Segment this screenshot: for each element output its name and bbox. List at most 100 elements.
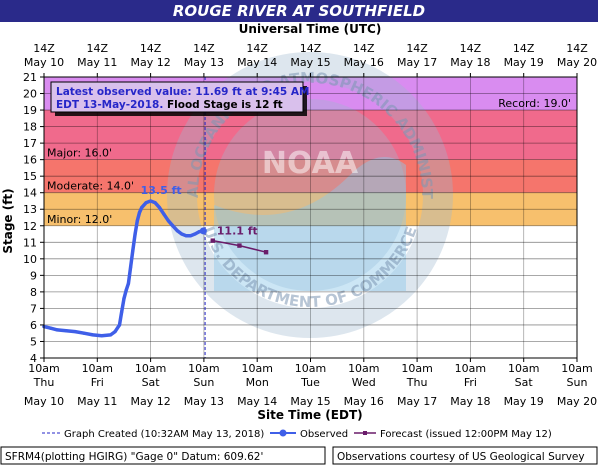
observed-point (117, 323, 122, 327)
x-tick-label-date: May 15 (290, 395, 330, 408)
forecast-point (210, 238, 215, 243)
flood-category-labels: Record: 19.0' Major: 16.0' Moderate: 14.0'… (47, 97, 571, 226)
x-tick-label-date: May 12 (130, 395, 170, 408)
legend-observed-marker (279, 429, 287, 437)
observed-point (140, 205, 144, 210)
x-top-tick-label-time: 14Z (87, 42, 109, 55)
x-tick-label-time: 10am (508, 362, 539, 375)
legend-observed-label: Observed (300, 429, 348, 440)
x-tick-label-time: 10am (455, 362, 486, 375)
observed-point (64, 329, 68, 333)
x-tick-label-day: Sat (515, 376, 534, 389)
legend-graph-created-label: Graph Created (10:32AM May 13, 2018) (64, 429, 264, 440)
x-top-tick-label-date: May 16 (344, 56, 384, 69)
forecast-point (237, 243, 242, 248)
x-tick-label-date: May 10 (24, 395, 64, 408)
x-tick-label-date: May 11 (77, 395, 117, 408)
legend: Graph Created (10:32AM May 13, 2018) Obs… (42, 429, 552, 440)
watermark-ring (167, 52, 453, 338)
flood-category-bands (44, 77, 577, 226)
x-top-tick-label-time: 14Z (33, 42, 55, 55)
observed-point (124, 288, 128, 292)
y-tick-label: 20 (23, 88, 37, 101)
x-top-tick-label-date: May 10 (24, 56, 64, 69)
x-tick-label-time: 10am (135, 362, 166, 375)
data-label: 13.5 ft (141, 184, 182, 197)
observed-point (113, 329, 117, 334)
observed-point (135, 219, 139, 223)
x-tick-label-day: Sun (193, 376, 214, 389)
x-tick-label-date: May 14 (237, 395, 277, 408)
y-tick-label: 13 (23, 203, 37, 216)
x-tick-label-day: Wed (352, 376, 376, 389)
observed-point (129, 265, 133, 269)
observed-point (122, 296, 126, 301)
x-tick-label-time: 10am (348, 362, 379, 375)
x-tick-label-time: 10am (188, 362, 219, 375)
x-tick-label-date: May 19 (504, 395, 544, 408)
observed-point (55, 328, 59, 332)
legend-forecast-label: Forecast (issued 12:00PM May 12) (380, 429, 552, 440)
svg-text:EDT 13-May-2018. Flood Stage i: EDT 13-May-2018. Flood Stage is 12 ft (56, 99, 283, 111)
axis-ticks: 45678910111213141516171819202110amThuMay… (23, 42, 597, 408)
band-label-minor: Minor: 12.0' (47, 213, 112, 226)
x-top-tick-label-time: 14Z (300, 42, 322, 55)
annotation-line2-date: EDT 13-May-2018. (56, 99, 163, 111)
watermark-disc (214, 99, 406, 291)
x-tick-label-date: May 18 (450, 395, 490, 408)
observed-point (193, 232, 197, 236)
x-top-tick-label-date: May 18 (450, 56, 490, 69)
x-tick-label-time: 10am (28, 362, 59, 375)
x-top-tick-label-time: 14Z (193, 42, 215, 55)
x-tick-label-day: Sat (142, 376, 161, 389)
x-tick-label-time: 10am (241, 362, 272, 375)
y-tick-label: 5 (30, 335, 37, 348)
observed-point (137, 210, 142, 215)
data-label: 11.1 ft (217, 225, 258, 238)
flood-band-moderate (44, 159, 577, 193)
title-bar (0, 0, 598, 22)
y-tick-label: 21 (23, 71, 37, 84)
x-top-tick-label-date: May 17 (397, 56, 437, 69)
observed-point (91, 333, 95, 337)
y-tick-label: 18 (23, 121, 37, 134)
watermark-logo-text: NOAA (262, 146, 359, 181)
x-top-tick-label-time: 14Z (246, 42, 268, 55)
x-tick-label-time: 10am (561, 362, 592, 375)
bottom-axis-title: Site Time (EDT) (257, 408, 362, 422)
observed-point (133, 232, 137, 236)
x-tick-label-day: Thu (406, 376, 428, 389)
x-top-tick-label-time: 14Z (566, 42, 588, 55)
observed-point (162, 212, 166, 216)
flood-band-major (44, 110, 577, 160)
x-tick-label-day: Sun (567, 376, 588, 389)
observed-point (120, 310, 124, 314)
x-top-tick-label-date: May 19 (504, 56, 544, 69)
y-tick-label: 12 (23, 220, 37, 233)
y-tick-label: 10 (23, 253, 37, 266)
observed-point (144, 201, 148, 205)
x-top-tick-label-date: May 11 (77, 56, 117, 69)
observed-point (184, 234, 188, 238)
band-label-major: Major: 16.0' (47, 147, 112, 160)
footer-datum: SFRM4(plotting HGIRG) "Gage 0" Datum: 60… (5, 451, 263, 463)
observed-point (149, 199, 153, 203)
annotation-line1: Latest observed value: 11.69 ft at 9:45 … (56, 86, 309, 98)
x-tick-label-date: May 20 (557, 395, 597, 408)
observed-point (175, 229, 179, 233)
x-tick-label-day: Fri (91, 376, 104, 389)
observed-point (100, 334, 104, 338)
annotation-line2-flood: Flood Stage is 12 ft (163, 99, 282, 111)
x-top-tick-label-date: May 12 (130, 56, 170, 69)
x-tick-label-day: Mon (246, 376, 269, 389)
legend-forecast-marker (363, 431, 367, 435)
band-label-moderate: Moderate: 14.0' (47, 180, 134, 193)
y-tick-label: 8 (30, 286, 37, 299)
watermark-wave (214, 157, 406, 291)
forecast-point (263, 250, 269, 255)
x-tick-label-date: May 17 (397, 395, 437, 408)
x-tick-label-day: Tue (300, 376, 320, 389)
y-tick-label: 17 (23, 137, 37, 150)
